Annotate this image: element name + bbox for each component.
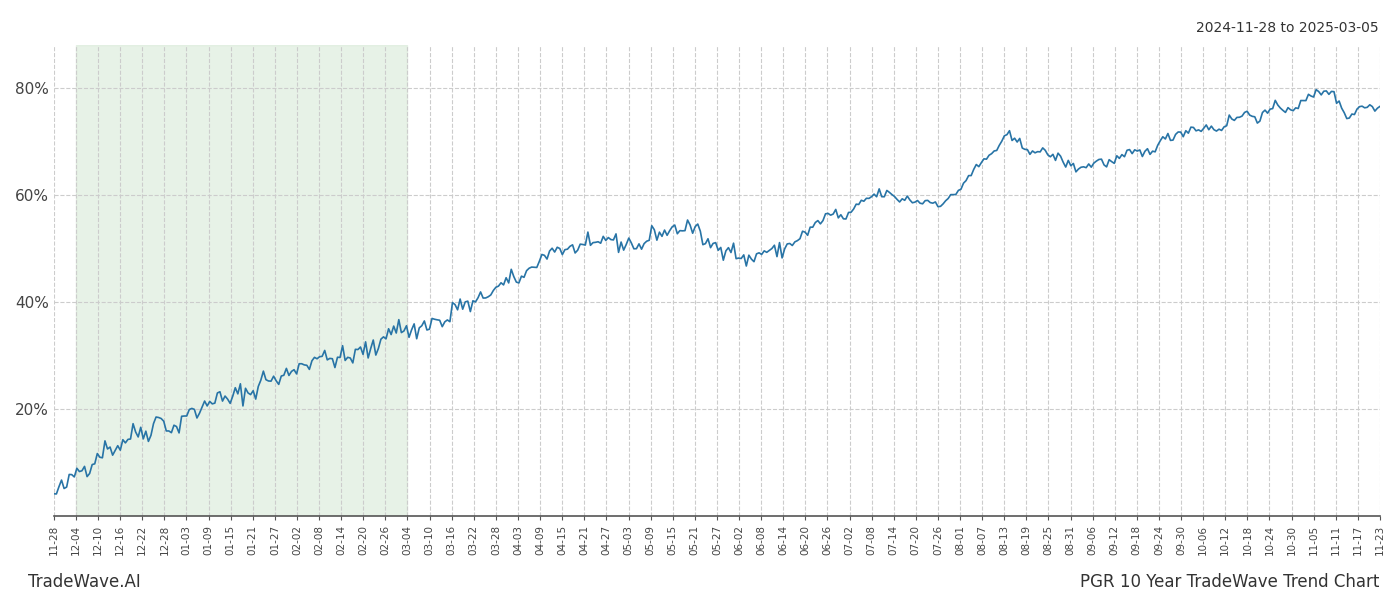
- Bar: [76, 45, 407, 516]
- Text: TradeWave.AI: TradeWave.AI: [28, 573, 141, 591]
- Text: 2024-11-28 to 2025-03-05: 2024-11-28 to 2025-03-05: [1197, 21, 1379, 35]
- Text: PGR 10 Year TradeWave Trend Chart: PGR 10 Year TradeWave Trend Chart: [1079, 573, 1379, 591]
